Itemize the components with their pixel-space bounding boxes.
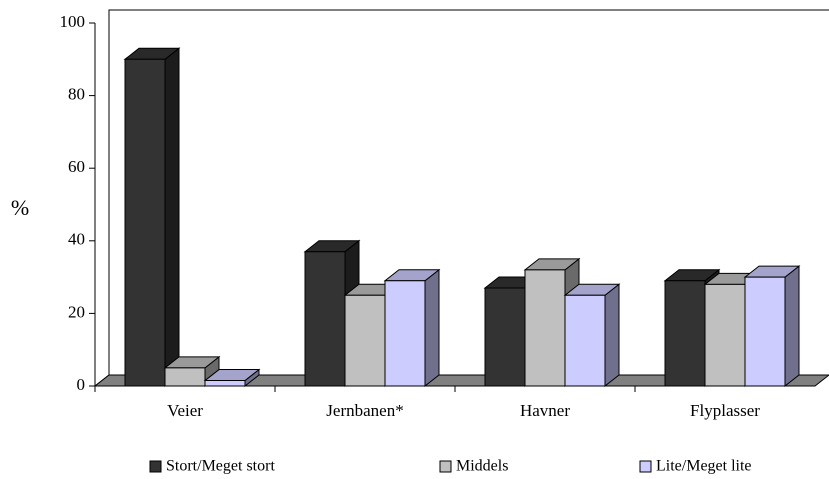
legend-label: Stort/Meget stort [166, 458, 275, 475]
x-tick-label: Veier [167, 401, 203, 420]
y-tick-label: 100 [60, 12, 86, 31]
bar-face [124, 58, 166, 387]
x-tick-label: Jernbanen* [326, 401, 403, 420]
bar [743, 265, 801, 388]
bar-face [564, 294, 606, 387]
legend-swatch [439, 460, 452, 473]
bar-face [664, 280, 706, 387]
bar-face [204, 380, 246, 387]
bar-face [164, 47, 180, 388]
bar-face [484, 287, 526, 387]
bar [563, 283, 621, 388]
bar [383, 268, 441, 388]
bar-face [524, 269, 566, 387]
legend-swatch [639, 460, 652, 473]
bar-face [744, 276, 786, 387]
legend-label: Middels [456, 458, 508, 475]
y-tick-label: 0 [77, 375, 86, 394]
x-tick-label: Havner [520, 401, 570, 420]
bar-face [784, 265, 800, 388]
y-tick-label: 60 [68, 157, 85, 176]
x-tick-label: Flyplasser [690, 401, 760, 420]
bar-face [304, 251, 346, 387]
bar-face [704, 283, 746, 387]
bar-face [164, 367, 206, 387]
y-tick-label: 80 [68, 85, 85, 104]
y-tick-label: 20 [68, 302, 85, 321]
bar-face [344, 294, 386, 387]
legend-label: Lite/Meget lite [656, 458, 752, 475]
bar-face [604, 283, 620, 388]
legend-swatch [149, 460, 162, 473]
bar-face [384, 280, 426, 387]
y-tick-label: 40 [68, 230, 85, 249]
bar [203, 368, 261, 388]
bar-face [424, 268, 440, 388]
y-axis-label: % [11, 195, 29, 220]
bar [123, 47, 181, 388]
